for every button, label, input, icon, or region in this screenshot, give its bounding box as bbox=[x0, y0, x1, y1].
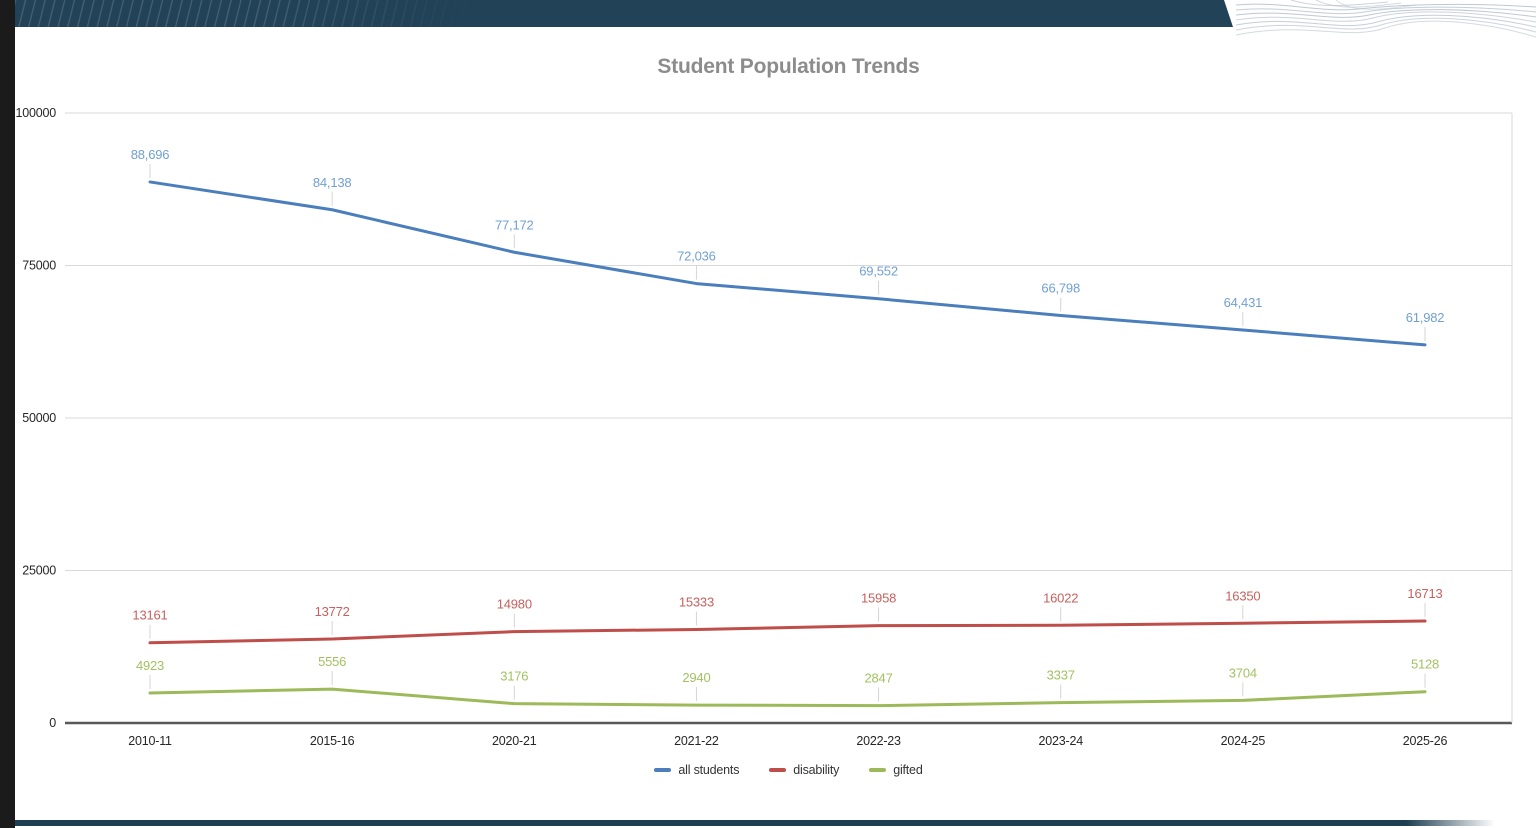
x-tick-label: 2025-26 bbox=[1403, 734, 1448, 748]
data-label: 3337 bbox=[1047, 668, 1075, 683]
data-label: 3176 bbox=[500, 669, 528, 684]
data-label: 4923 bbox=[136, 658, 164, 673]
x-tick-label: 2024-25 bbox=[1221, 734, 1266, 748]
x-tick-label: 2020-21 bbox=[492, 734, 537, 748]
banner-diagonal-stripes bbox=[15, 0, 485, 27]
data-label: 5128 bbox=[1411, 657, 1439, 672]
gifted-swatch-icon bbox=[869, 768, 887, 772]
x-tick-label: 2010-11 bbox=[128, 734, 172, 748]
data-label: 72,036 bbox=[677, 249, 716, 264]
legend-item-disability: disability bbox=[769, 763, 839, 777]
disability-swatch-icon bbox=[769, 768, 787, 772]
data-label: 64,431 bbox=[1224, 295, 1263, 310]
y-tick-label: 75000 bbox=[22, 259, 56, 273]
x-tick-label: 2023-24 bbox=[1038, 734, 1083, 748]
x-tick-label: 2022-23 bbox=[856, 734, 901, 748]
data-label: 13772 bbox=[315, 604, 350, 619]
chart-title: Student Population Trends bbox=[657, 55, 920, 78]
data-label: 16350 bbox=[1225, 588, 1260, 603]
left-edge-strip bbox=[0, 0, 15, 828]
y-tick-label: 100000 bbox=[15, 106, 56, 120]
series-line-gifted bbox=[148, 687, 1427, 708]
data-label: 15958 bbox=[861, 591, 896, 606]
y-tick-label: 50000 bbox=[22, 411, 56, 425]
legend-label: gifted bbox=[893, 763, 923, 777]
data-label: 2940 bbox=[682, 670, 710, 685]
data-label: 16713 bbox=[1407, 586, 1442, 601]
data-label: 84,138 bbox=[313, 175, 352, 190]
top-banner bbox=[15, 0, 1233, 27]
bottom-banner bbox=[15, 820, 1495, 826]
data-label: 15333 bbox=[679, 594, 714, 609]
data-label: 16022 bbox=[1043, 590, 1078, 605]
data-label: 2847 bbox=[865, 671, 893, 686]
all-students-swatch-icon bbox=[654, 768, 672, 772]
x-tick-label: 2015-16 bbox=[310, 734, 355, 748]
data-label: 3704 bbox=[1229, 665, 1257, 680]
wave-pattern-decoration bbox=[1236, 0, 1536, 38]
x-tick-label: 2021-22 bbox=[674, 734, 719, 748]
series-line-disability bbox=[148, 619, 1427, 645]
legend-item-gifted: gifted bbox=[869, 763, 923, 777]
data-label: 88,696 bbox=[131, 147, 170, 162]
data-label: 14980 bbox=[497, 597, 532, 612]
series-line-all-students bbox=[148, 180, 1427, 347]
data-label: 69,552 bbox=[859, 264, 898, 279]
y-tick-label: 25000 bbox=[22, 564, 56, 578]
data-label: 13161 bbox=[132, 608, 167, 623]
legend-item-all-students: all students bbox=[654, 763, 739, 777]
data-label: 61,982 bbox=[1406, 310, 1445, 325]
data-label: 66,798 bbox=[1041, 281, 1080, 296]
data-label: 5556 bbox=[318, 654, 346, 669]
legend-label: all students bbox=[678, 763, 740, 777]
legend-label: disability bbox=[793, 763, 840, 777]
legend: all students disability gifted bbox=[65, 763, 1512, 777]
data-label: 77,172 bbox=[495, 217, 534, 232]
y-tick-label: 0 bbox=[49, 716, 56, 730]
